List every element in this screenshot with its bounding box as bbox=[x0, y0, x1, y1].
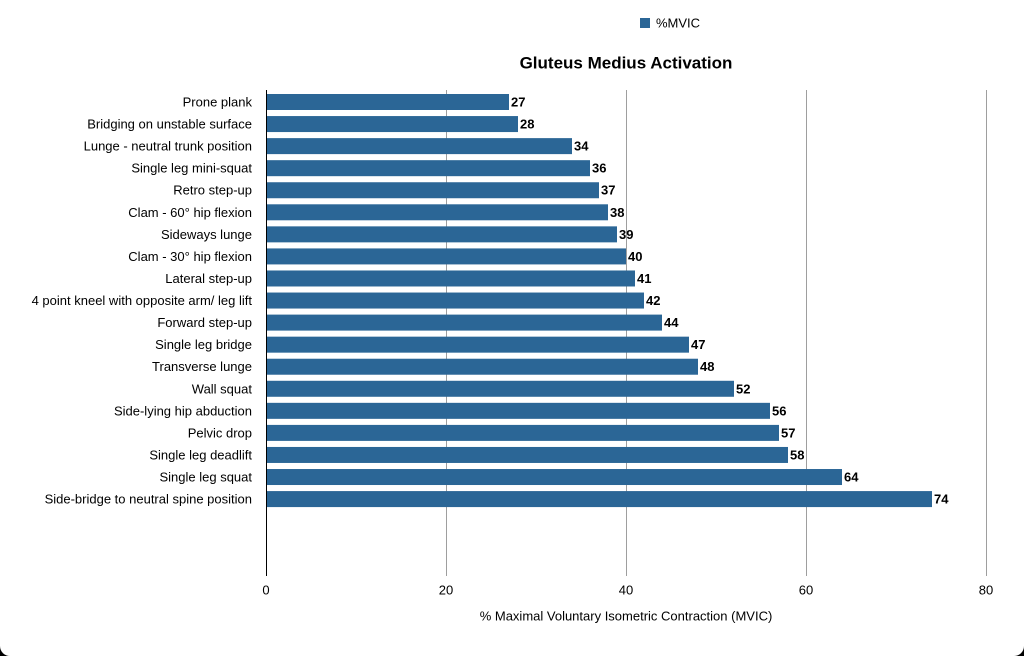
bar bbox=[266, 138, 572, 155]
data-label: 27 bbox=[511, 95, 525, 110]
data-label: 57 bbox=[781, 425, 795, 440]
category-label: Transverse lunge bbox=[152, 359, 252, 374]
x-axis-title: % Maximal Voluntary Isometric Contractio… bbox=[480, 609, 773, 624]
legend-swatch bbox=[640, 18, 650, 28]
data-label: 44 bbox=[664, 315, 679, 330]
bar bbox=[266, 248, 626, 265]
x-tick-label: 60 bbox=[799, 583, 813, 598]
data-label: 37 bbox=[601, 183, 615, 198]
bar bbox=[266, 402, 770, 419]
category-label: Sideways lunge bbox=[161, 227, 252, 242]
data-label: 48 bbox=[700, 359, 714, 374]
chart-title: Gluteus Medius Activation bbox=[520, 54, 733, 73]
category-label: Lunge - neutral trunk position bbox=[84, 139, 252, 154]
category-label: Single leg mini-squat bbox=[131, 161, 252, 176]
data-label: 40 bbox=[628, 249, 642, 264]
category-label: Single leg squat bbox=[159, 470, 252, 485]
data-label: 28 bbox=[520, 117, 534, 132]
bar bbox=[266, 469, 842, 486]
bar bbox=[266, 160, 590, 177]
category-label: Clam - 60° hip flexion bbox=[128, 205, 252, 220]
category-label: Single leg bridge bbox=[155, 337, 252, 352]
category-label: Clam - 30° hip flexion bbox=[128, 249, 252, 264]
bar bbox=[266, 314, 662, 331]
bar bbox=[266, 226, 617, 243]
data-label: 39 bbox=[619, 227, 633, 242]
category-label: 4 point kneel with opposite arm/ leg lif… bbox=[32, 293, 253, 308]
category-labels: Prone plank Bridging on unstable surface L… bbox=[32, 95, 253, 507]
category-label: Pelvic drop bbox=[188, 425, 252, 440]
category-label: Forward step-up bbox=[157, 315, 252, 330]
data-label: 36 bbox=[592, 161, 606, 176]
x-tick-label: 20 bbox=[439, 583, 453, 598]
category-label: Single leg deadlift bbox=[149, 447, 252, 462]
bar bbox=[266, 292, 644, 309]
data-label: 41 bbox=[637, 271, 651, 286]
bar bbox=[266, 358, 698, 375]
legend: %MVIC bbox=[640, 16, 700, 31]
bar bbox=[266, 270, 635, 287]
bar bbox=[266, 424, 779, 441]
data-label: 42 bbox=[646, 293, 660, 308]
category-label: Lateral step-up bbox=[165, 271, 252, 286]
data-label: 34 bbox=[574, 139, 589, 154]
bar bbox=[266, 491, 932, 508]
bar bbox=[266, 336, 689, 353]
data-label: 56 bbox=[772, 403, 786, 418]
data-label: 38 bbox=[610, 205, 624, 220]
category-label: Wall squat bbox=[192, 381, 253, 396]
bar bbox=[266, 116, 518, 133]
legend-label: %MVIC bbox=[656, 16, 700, 31]
data-label: 52 bbox=[736, 381, 750, 396]
category-label: Bridging on unstable surface bbox=[87, 117, 252, 132]
data-label: 47 bbox=[691, 337, 705, 352]
bar bbox=[266, 182, 599, 199]
category-label: Side-lying hip abduction bbox=[114, 403, 252, 418]
x-tick-label: 80 bbox=[979, 583, 993, 598]
category-label: Retro step-up bbox=[173, 183, 252, 198]
x-tick-label: 40 bbox=[619, 583, 633, 598]
bar bbox=[266, 204, 608, 221]
category-label: Side-bridge to neutral spine position bbox=[45, 492, 252, 507]
x-tick-label: 0 bbox=[262, 583, 269, 598]
bar bbox=[266, 94, 509, 110]
data-label: 74 bbox=[934, 492, 949, 507]
category-label: Prone plank bbox=[183, 95, 253, 110]
bars bbox=[266, 94, 932, 508]
data-label: 58 bbox=[790, 447, 804, 462]
x-tick-labels: 0 20 40 60 80 bbox=[262, 583, 993, 598]
bar bbox=[266, 446, 788, 463]
bar bbox=[266, 380, 734, 397]
data-label: 64 bbox=[844, 470, 859, 485]
